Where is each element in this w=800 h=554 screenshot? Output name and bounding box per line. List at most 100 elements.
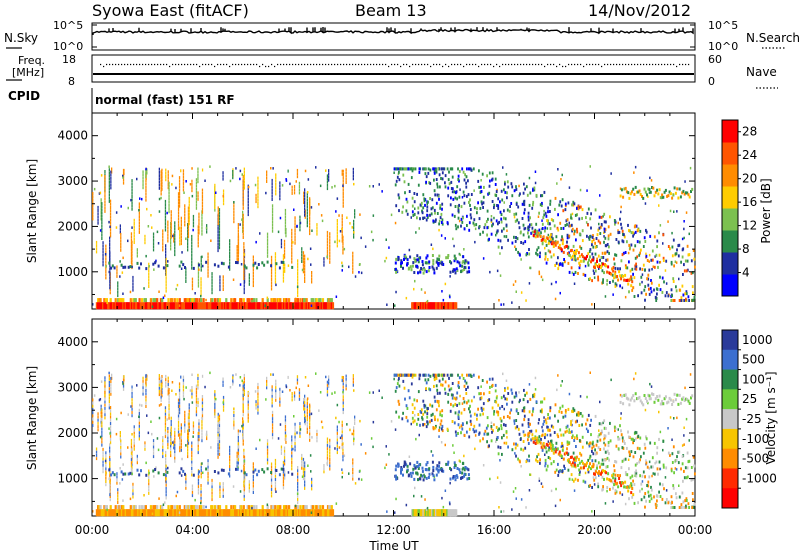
velocity-cell — [232, 509, 235, 517]
power-cell — [187, 206, 190, 210]
power-cell — [197, 244, 199, 248]
power-cell — [183, 302, 186, 310]
velocity-cell — [108, 374, 110, 378]
velocity-cell — [152, 442, 155, 446]
power-cell — [680, 296, 683, 300]
velocity-cell — [458, 426, 461, 429]
power-cell — [421, 260, 424, 263]
velocity-cell — [138, 418, 140, 422]
power-cell — [469, 208, 472, 211]
velocity-cell — [198, 438, 200, 442]
velocity-cell — [490, 421, 493, 425]
power-cell — [543, 213, 546, 217]
velocity-cell — [256, 509, 259, 517]
velocity-cell — [499, 481, 502, 484]
power-cell — [544, 211, 547, 215]
power-cell — [514, 219, 517, 223]
velocity-cell — [297, 475, 299, 479]
power-cell — [549, 199, 552, 203]
power-cell — [131, 185, 133, 189]
velocity-cell — [324, 509, 327, 517]
power-cell — [92, 195, 94, 199]
power-cell — [612, 279, 614, 283]
power-cell — [449, 295, 451, 299]
velocity-cell — [538, 477, 540, 480]
power-cell — [560, 204, 563, 208]
velocity-cell — [320, 420, 323, 424]
velocity-cell — [188, 412, 190, 416]
velocity-cell — [248, 486, 250, 490]
power-cell — [237, 232, 239, 236]
power-cell — [446, 302, 449, 310]
velocity-cell — [187, 422, 190, 426]
velocity-cell — [293, 415, 295, 418]
velocity-cell — [180, 423, 182, 427]
power-cell — [127, 206, 129, 210]
velocity-cell — [207, 459, 209, 463]
power-cell — [691, 271, 694, 275]
velocity-cell — [222, 405, 225, 409]
power-cell — [455, 191, 457, 195]
velocity-cell — [341, 375, 343, 379]
power-cell — [532, 234, 535, 237]
power-cell — [550, 240, 552, 244]
velocity-cell — [513, 422, 516, 425]
velocity-cell — [185, 486, 187, 490]
power-cell — [271, 220, 274, 224]
power-cell — [482, 201, 485, 205]
velocity-cell — [137, 509, 140, 517]
velocity-cell — [105, 483, 107, 487]
velocity-cell — [306, 424, 308, 428]
power-cell — [522, 241, 525, 245]
power-cell — [417, 206, 420, 210]
power-cell — [491, 177, 494, 181]
velocity-cell — [197, 478, 200, 482]
power-cell — [479, 206, 482, 210]
power-cell — [145, 189, 147, 192]
power-cell — [179, 233, 181, 237]
power-cell — [114, 298, 117, 303]
power-cell — [297, 275, 299, 279]
velocity-cell — [405, 503, 408, 507]
power-cell — [433, 171, 436, 175]
power-cell — [158, 186, 160, 190]
power-cell — [515, 290, 517, 293]
power-cell — [519, 253, 521, 257]
power-cell — [95, 302, 98, 310]
velocity-cell — [419, 509, 423, 517]
power-cell — [105, 254, 107, 258]
velocity-cell — [323, 509, 326, 517]
power-cell — [202, 264, 204, 268]
power-cell — [628, 196, 631, 200]
velocity-cell — [282, 467, 285, 471]
power-cell — [570, 216, 572, 220]
velocity-cell — [109, 486, 111, 490]
velocity-cell — [217, 433, 219, 437]
power-cell — [515, 247, 517, 251]
power-cell — [480, 200, 483, 204]
power-cell — [672, 299, 675, 302]
power-cell — [131, 201, 133, 205]
velocity-cell — [511, 508, 513, 511]
power-cell — [92, 214, 94, 218]
power-cell — [456, 185, 459, 189]
power-cell — [187, 232, 189, 236]
velocity-cell — [97, 418, 99, 422]
power-cell — [191, 250, 193, 254]
power-cell — [101, 221, 103, 225]
power-cell — [636, 255, 638, 259]
power-cell — [158, 174, 160, 178]
power-cell — [195, 298, 198, 303]
power-cell — [449, 275, 451, 278]
power-cell — [283, 255, 286, 259]
velocity-cell — [242, 397, 244, 401]
power-cell — [186, 298, 189, 303]
velocity-cell — [166, 509, 169, 517]
velocity-cell — [101, 424, 103, 428]
velocity-cell — [194, 498, 196, 502]
velocity-cell — [162, 439, 164, 443]
velocity-cell — [282, 486, 285, 490]
power-cell — [306, 211, 308, 215]
velocity-cell — [473, 395, 475, 399]
power-cell — [219, 281, 221, 285]
